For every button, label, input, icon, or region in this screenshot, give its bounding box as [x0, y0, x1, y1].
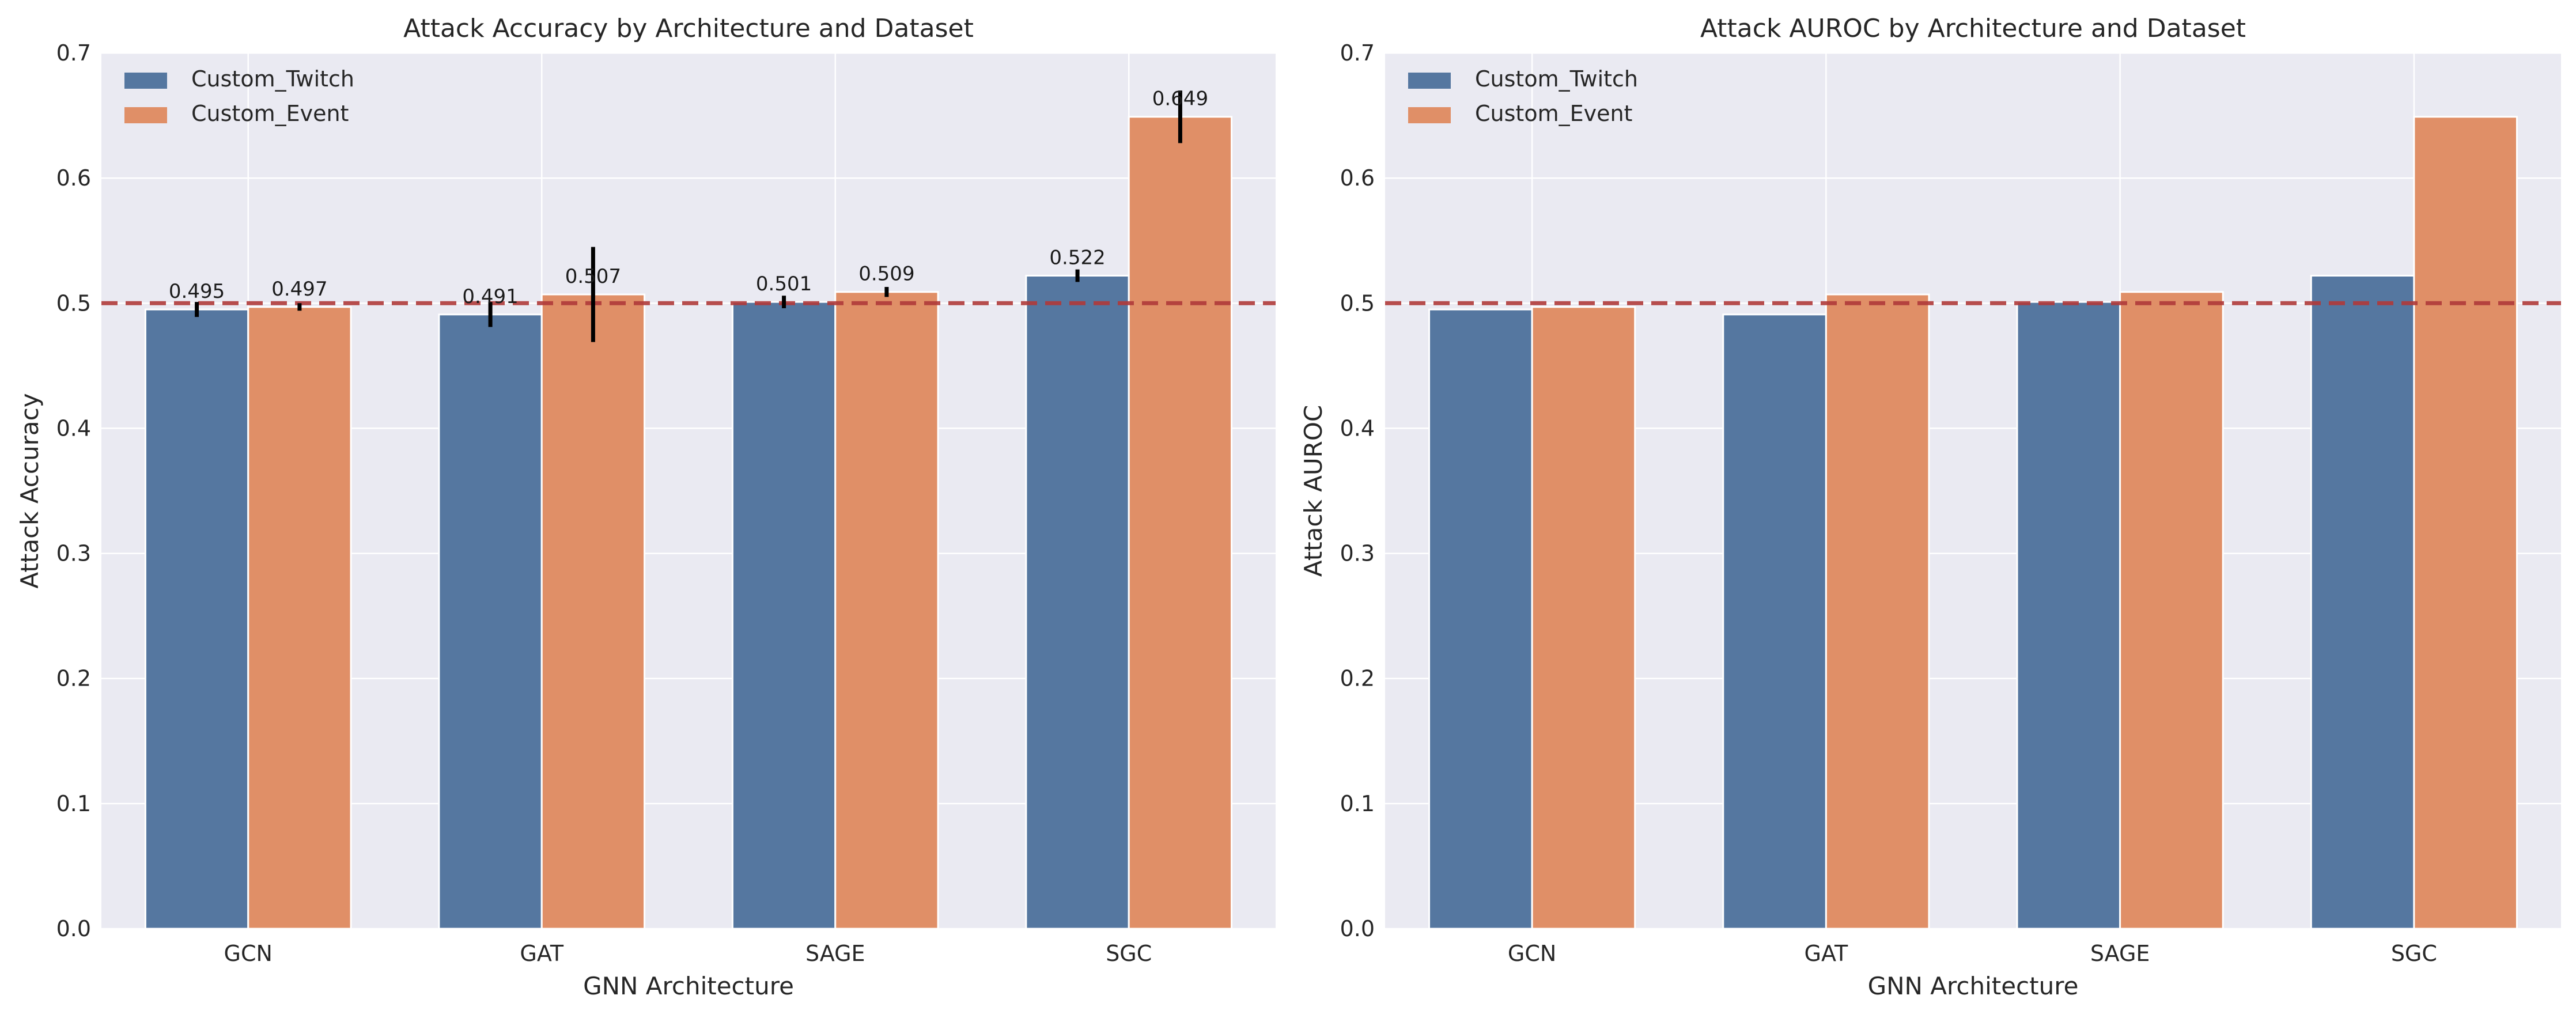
y-tick-label: 0.7: [56, 40, 91, 66]
legend: Custom_Twitch Custom_Event: [1408, 66, 1638, 126]
x-axis-label: GNN Architecture: [583, 972, 794, 1000]
y-tick-label: 0.3: [56, 541, 91, 566]
x-tick-label: SAGE: [2090, 941, 2150, 966]
x-axis-label: GNN Architecture: [1868, 972, 2079, 1000]
data-label: 0.497: [271, 278, 327, 301]
bar-custom-twitch-sgc: [1025, 275, 1130, 930]
legend-label: Custom_Twitch: [1475, 66, 1638, 92]
y-tick-label: 0.5: [1340, 290, 1375, 316]
x-tick-label: SAGE: [805, 941, 865, 966]
x-tick-label: GCN: [224, 941, 273, 966]
y-axis-label: Attack Accuracy: [16, 393, 44, 588]
y-tick-label: 0.5: [56, 290, 91, 316]
y-tick-label: 0.1: [1340, 791, 1375, 816]
x-tick-label: GAT: [520, 941, 563, 966]
bar-custom-twitch-gat: [1722, 313, 1827, 930]
legend-label: Custom_Event: [1475, 101, 1632, 126]
chart-attack-auroc: 0.0 0.1 0.2 0.3 0.4 0.5 0.6 0.7 GCN GAT SAGE SGC Att…: [1299, 14, 2561, 1000]
bar-custom-event-gat: [1825, 293, 1930, 930]
chart-title: Attack AUROC by Architecture and Dataset: [1700, 14, 2246, 43]
y-tick-label: 0.6: [1340, 165, 1375, 191]
y-tick-label: 0.1: [56, 791, 91, 816]
legend: Custom_Twitch Custom_Event: [124, 66, 354, 126]
data-label: 0.649: [1152, 88, 1208, 111]
y-tick-label: 0.3: [1340, 541, 1375, 566]
bar-custom-event-sage: [834, 291, 939, 930]
legend-swatch: [1408, 73, 1451, 89]
legend-swatch: [124, 107, 167, 123]
y-tick-label: 0.4: [56, 415, 91, 441]
y-tick-label: 0.2: [56, 666, 91, 691]
chart-attack-accuracy: 0.0 0.1 0.2 0.3 0.4 0.5 0.6 0.7 0.495 0.491 0.501 0…: [16, 14, 1276, 1000]
bar-custom-event-gcn: [247, 306, 352, 930]
data-label: 0.507: [565, 265, 621, 288]
y-tick-label: 0.0: [1340, 916, 1375, 941]
bar-custom-twitch-sgc: [2310, 275, 2415, 930]
chart-title: Attack Accuracy by Architecture and Data…: [403, 14, 974, 43]
bar-custom-twitch-gcn: [1428, 308, 1533, 930]
legend-label: Custom_Event: [191, 101, 349, 126]
bar-custom-event-sgc: [2413, 116, 2518, 930]
y-tick-label: 0.6: [56, 165, 91, 191]
data-label: 0.522: [1049, 247, 1105, 270]
bar-custom-event-gat: [540, 293, 646, 930]
bar-custom-event-gcn: [1531, 306, 1636, 930]
y-axis-label: Attack AUROC: [1299, 405, 1327, 577]
legend-swatch: [1408, 107, 1451, 123]
legend-label: Custom_Twitch: [191, 66, 354, 92]
x-tick-label: GCN: [1508, 941, 1556, 966]
y-tick-label: 0.4: [1340, 415, 1375, 441]
legend-swatch: [124, 73, 167, 89]
x-tick-label: SGC: [2391, 941, 2437, 966]
bar-custom-twitch-gat: [438, 313, 543, 930]
data-label: 0.491: [462, 285, 518, 308]
bar-custom-event-sage: [2119, 291, 2224, 930]
bar-custom-twitch-sage: [2016, 301, 2121, 930]
data-label: 0.495: [169, 280, 225, 303]
y-tick-label: 0.0: [56, 916, 91, 941]
y-tick-label: 0.2: [1340, 666, 1375, 691]
y-tick-label: 0.7: [1340, 40, 1375, 66]
bar-custom-twitch-gcn: [144, 308, 249, 930]
x-tick-label: SGC: [1106, 941, 1152, 966]
data-label: 0.501: [756, 273, 812, 296]
bar-custom-twitch-sage: [731, 301, 837, 930]
x-tick-label: GAT: [1805, 941, 1848, 966]
data-label: 0.509: [858, 263, 914, 286]
bar-custom-event-sgc: [1128, 116, 1233, 930]
